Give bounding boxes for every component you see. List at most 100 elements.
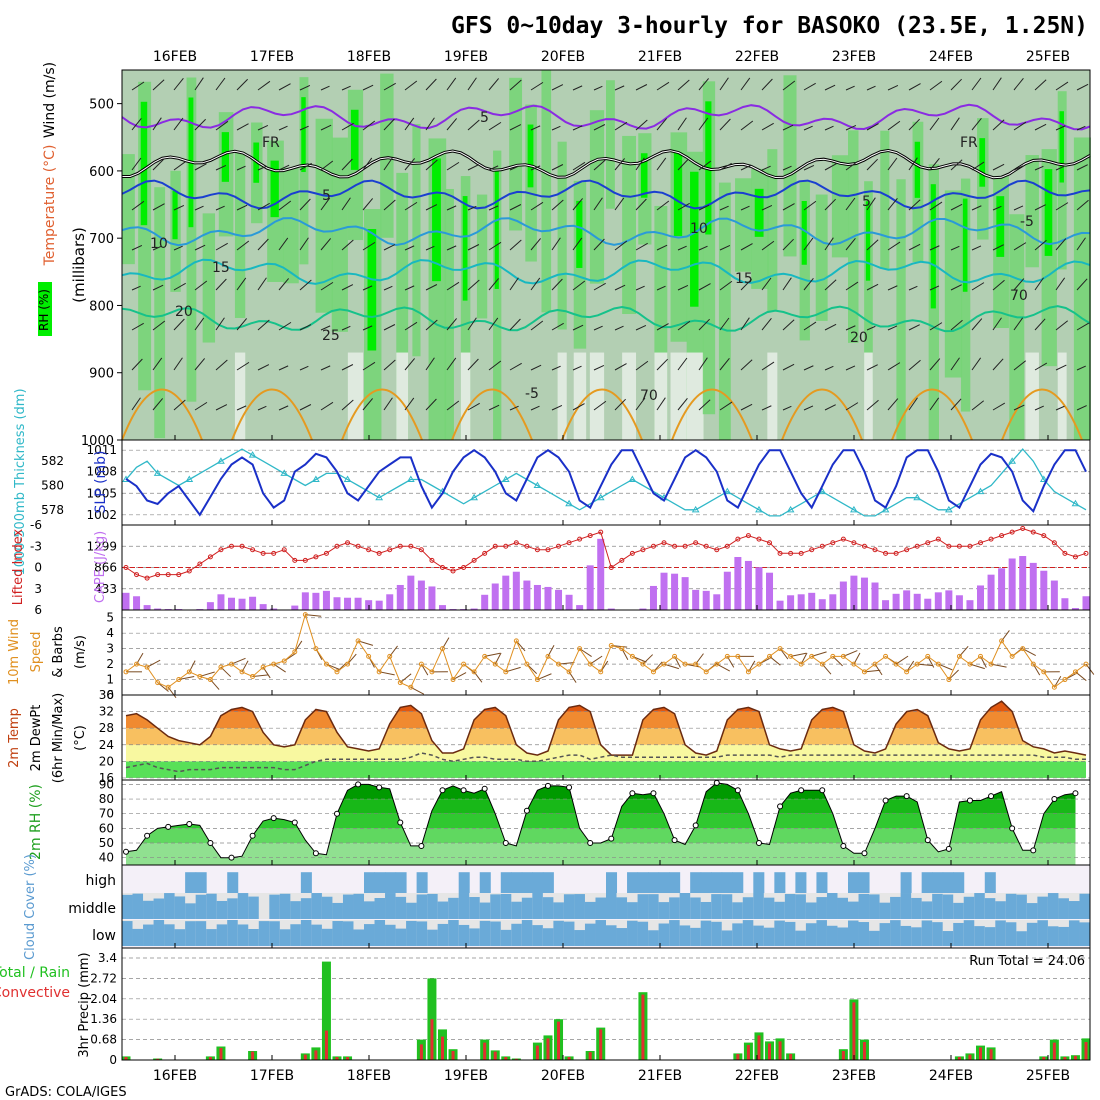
wind-barb bbox=[299, 365, 309, 371]
li-marker bbox=[1083, 550, 1089, 556]
wind-barb bbox=[257, 202, 270, 211]
cloud-cell-high bbox=[690, 872, 702, 893]
wind-barb bbox=[509, 362, 522, 371]
wind-barb-10m bbox=[484, 652, 501, 657]
li-marker bbox=[714, 547, 720, 553]
li-marker bbox=[556, 543, 562, 549]
cloud-cell-low bbox=[195, 921, 207, 946]
wind-speed-marker bbox=[513, 638, 519, 644]
wind-speed-marker bbox=[893, 661, 899, 667]
temp-band bbox=[126, 711, 1086, 729]
cloud-cell-low bbox=[290, 924, 302, 946]
cloud-cell-high bbox=[984, 872, 996, 893]
li-tick-label: -6 bbox=[30, 518, 42, 532]
wind-barb-10m bbox=[505, 666, 521, 673]
wind-label-b: Speed bbox=[29, 632, 44, 673]
cape-bar bbox=[217, 594, 225, 610]
cloud-cell-low bbox=[1058, 926, 1070, 946]
wind-barb bbox=[152, 203, 165, 211]
date-label-bottom: 20FEB bbox=[541, 1068, 585, 1084]
wind-barb bbox=[299, 279, 312, 291]
wind-barb bbox=[1076, 164, 1088, 171]
wind-barb bbox=[215, 317, 225, 331]
cape-bar bbox=[417, 580, 425, 610]
cloud-cell-low bbox=[185, 921, 197, 946]
cape-bar bbox=[818, 599, 826, 610]
rh-dry-patch bbox=[622, 352, 637, 440]
wind-barb bbox=[152, 398, 164, 411]
cloud-cell-low bbox=[153, 920, 165, 946]
dewpoint-series-line bbox=[125, 752, 1086, 773]
rh-moist-column bbox=[396, 172, 409, 440]
cloud-cell-high bbox=[374, 872, 386, 893]
rh-moist-column bbox=[557, 141, 567, 330]
cloud-cell-middle bbox=[227, 898, 239, 919]
cloud-cell-high bbox=[932, 872, 944, 893]
li-marker bbox=[788, 550, 794, 556]
wind-speed-marker bbox=[366, 653, 372, 659]
wind-barb bbox=[509, 204, 522, 211]
wind-barb bbox=[404, 245, 415, 251]
wind-barb bbox=[488, 278, 499, 291]
cape-bar bbox=[206, 602, 214, 610]
rh-marker bbox=[544, 782, 551, 789]
wind-barb bbox=[824, 163, 837, 171]
wind-barb bbox=[1013, 121, 1027, 131]
cloud-cell-middle bbox=[669, 897, 681, 919]
wind-barb bbox=[929, 117, 940, 131]
cloud-cell-low bbox=[174, 929, 186, 946]
wind-barb bbox=[740, 77, 751, 91]
cape-bar bbox=[681, 577, 689, 610]
wind-speed-marker bbox=[471, 669, 477, 675]
wind-barb bbox=[1034, 239, 1047, 251]
rh-moist-column bbox=[767, 149, 778, 312]
wind-barb bbox=[866, 197, 876, 211]
rh-moist-column bbox=[1025, 155, 1039, 268]
wind-barb bbox=[530, 364, 542, 371]
wind-barb bbox=[320, 325, 331, 331]
precip-convective-bar bbox=[989, 1049, 993, 1060]
wind-speed-marker bbox=[176, 677, 182, 683]
li-marker bbox=[629, 550, 635, 556]
cape-bar bbox=[871, 582, 879, 610]
wind-speed-marker bbox=[524, 661, 530, 667]
wind-barb bbox=[173, 245, 183, 251]
cloud-cell-middle bbox=[911, 897, 923, 919]
cloud-cell-middle bbox=[532, 893, 544, 919]
wind-speed-marker bbox=[693, 661, 699, 667]
cloud-cell-high bbox=[711, 872, 723, 893]
li-marker bbox=[545, 547, 551, 553]
wind-barb bbox=[215, 205, 225, 211]
cape-bar bbox=[966, 600, 974, 610]
thickness-marker bbox=[786, 505, 795, 513]
cape-bar bbox=[1029, 562, 1037, 610]
cloud-cell-high bbox=[816, 872, 828, 893]
wind-barb bbox=[593, 325, 603, 331]
cloud-cell-low bbox=[321, 928, 333, 946]
cloud-cell-high bbox=[479, 872, 491, 893]
rh-marker bbox=[924, 837, 931, 844]
wind-barb bbox=[866, 158, 878, 171]
wind-barb-10m bbox=[843, 650, 858, 657]
cape-bar bbox=[238, 598, 246, 610]
thickness-marker bbox=[723, 487, 732, 495]
wind-barb bbox=[194, 280, 208, 291]
li-marker bbox=[450, 568, 456, 574]
contour-label: 5 bbox=[322, 188, 331, 204]
wind-barb bbox=[1034, 123, 1047, 131]
wind-barb-10m bbox=[252, 674, 269, 677]
cape-bar bbox=[1082, 596, 1090, 610]
rh-saturated-column bbox=[462, 196, 468, 301]
cloud-cell-middle bbox=[300, 898, 312, 919]
rh-moist-column bbox=[718, 182, 731, 440]
thickness-marker bbox=[596, 493, 605, 501]
li-marker bbox=[471, 557, 477, 563]
li-marker bbox=[155, 572, 161, 578]
wind-barb bbox=[761, 78, 773, 91]
wind-barb bbox=[866, 85, 876, 91]
wind-barb bbox=[488, 78, 500, 91]
wind-barb bbox=[1055, 405, 1065, 411]
wind-barb bbox=[530, 405, 540, 411]
cape-bar bbox=[692, 589, 700, 610]
wind-barb bbox=[194, 244, 206, 251]
